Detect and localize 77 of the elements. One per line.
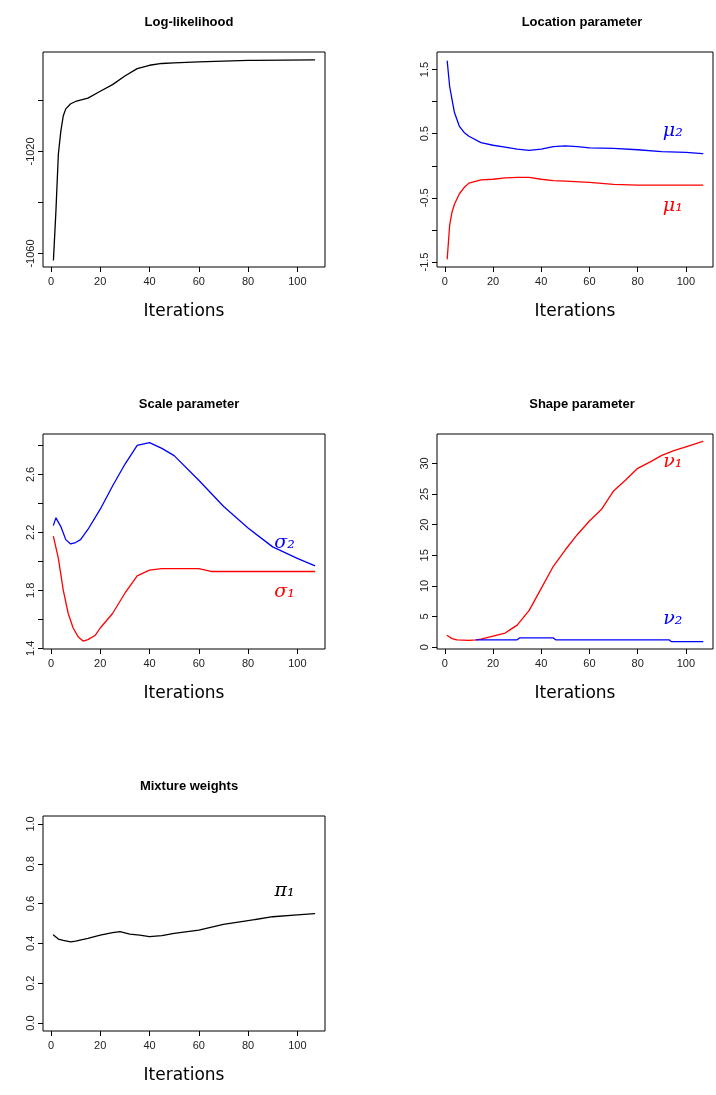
x-tick-label: 60 [192, 1038, 205, 1051]
x-tick-label: 20 [486, 274, 500, 287]
series-label: σ₂ [274, 530, 295, 553]
y-tick-label: 25 [417, 487, 430, 501]
y-tick-label: 0.4 [23, 935, 36, 952]
x-tick-label: 80 [631, 656, 644, 669]
x-tick-label: 100 [288, 274, 307, 287]
y-tick-label: 1.4 [23, 640, 36, 656]
x-tick-label: 60 [192, 274, 205, 287]
y-tick-label: 0.8 [23, 856, 36, 872]
y-tick-label: 10 [417, 579, 430, 593]
series-label: ν₁ [663, 448, 683, 471]
x-tick-label: 100 [288, 1038, 307, 1051]
chart-title: Mixture weights [139, 778, 239, 793]
x-tick-label: 60 [583, 274, 596, 287]
y-tick-label: 20 [417, 518, 430, 531]
line-series [52, 536, 316, 642]
x-tick-label: 60 [192, 656, 205, 669]
x-tick-label: 80 [631, 274, 644, 287]
y-tick-label: 2.6 [23, 466, 36, 483]
line-series [52, 59, 316, 261]
x-tick-label: 80 [241, 656, 255, 669]
y-tick-label: 0.6 [23, 895, 36, 912]
y-tick-label: 2.2 [23, 524, 36, 541]
x-tick-label: 60 [583, 656, 596, 669]
y-tick-label: 1.0 [23, 816, 36, 832]
x-tick-label: 20 [94, 656, 107, 669]
series-label: π₁ [273, 878, 295, 901]
line-series [446, 440, 704, 642]
x-tick-label: 40 [143, 1038, 156, 1051]
x-tick-label: 80 [241, 1038, 255, 1051]
x-tick-label: 40 [143, 656, 156, 669]
x-tick-label: 0 [441, 656, 448, 669]
x-tick-label: 40 [535, 656, 548, 669]
x-tick-label: 20 [486, 656, 500, 669]
x-tick-label: 80 [241, 274, 255, 287]
y-tick-label: -1020 [23, 137, 36, 166]
y-tick-label: 0.2 [23, 975, 36, 991]
x-tick-label: 0 [47, 656, 55, 669]
y-tick-label: -0.5 [417, 188, 430, 208]
x-tick-label: 100 [676, 274, 696, 287]
x-axis-title: Iterations [143, 681, 225, 702]
y-tick-label: 0 [417, 644, 430, 651]
y-tick-label: 1.5 [417, 61, 430, 78]
x-tick-label: 0 [441, 274, 448, 287]
x-tick-label: 40 [535, 274, 548, 287]
y-tick-label: 15 [417, 549, 430, 562]
line-series [52, 441, 316, 567]
series-label: σ₁ [274, 578, 295, 601]
y-tick-label: 0.5 [417, 126, 430, 142]
x-tick-label: 100 [676, 656, 696, 669]
chart-title: Location parameter [521, 14, 643, 29]
x-tick-label: 0 [47, 274, 55, 287]
y-tick-label: 5 [417, 613, 430, 620]
series-label: μ₁ [662, 192, 683, 215]
y-tick-label: -1.5 [417, 252, 430, 272]
series-label: ν₂ [663, 606, 683, 629]
x-axis-title: Iterations [143, 1063, 225, 1084]
line-series [446, 60, 704, 155]
chart-title: Log-likelihood [144, 14, 234, 29]
line-series [52, 912, 316, 943]
y-tick-label: 0.0 [23, 1015, 36, 1031]
x-tick-label: 40 [143, 274, 156, 287]
chart-title: Shape parameter [529, 396, 635, 411]
x-tick-label: 100 [288, 656, 307, 669]
x-tick-label: 20 [94, 274, 107, 287]
x-tick-label: 20 [94, 1038, 107, 1051]
y-tick-label: 1.8 [23, 582, 36, 598]
x-axis-title: Iterations [143, 299, 225, 320]
y-tick-label: -1060 [23, 239, 36, 268]
line-series [446, 176, 704, 260]
x-axis-title: Iterations [534, 299, 616, 320]
series-label: μ₂ [662, 118, 683, 141]
x-axis-title: Iterations [534, 681, 616, 702]
chart-title: Scale parameter [138, 396, 240, 411]
x-tick-label: 0 [47, 1038, 55, 1051]
y-tick-label: 30 [417, 457, 430, 470]
